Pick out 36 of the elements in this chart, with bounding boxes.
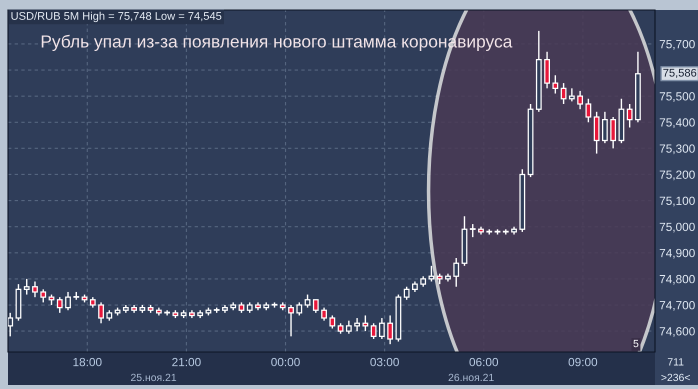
candlestick <box>24 278 30 296</box>
x-tick-label: 06:00 <box>469 358 498 366</box>
x-tick-label: 18:00 <box>73 358 102 366</box>
y-tick-label: 74,800 <box>660 274 695 285</box>
y-tick-label: 75,500 <box>660 92 695 102</box>
candlestick <box>453 257 460 288</box>
candlestick <box>577 90 584 110</box>
chart-title: USD/RUB 5M High = 75,748 Low = 74,545 <box>11 12 222 22</box>
candlestick <box>594 111 600 154</box>
x-tick-label: 09:00 <box>568 358 598 366</box>
y-tick-label: 75,400 <box>660 118 695 128</box>
x-tick-label: 03:00 <box>370 358 399 366</box>
y-tick-label: 75,300 <box>660 144 695 154</box>
text: 25.ноя.21 <box>131 374 176 382</box>
x-tick-label: 21:00 <box>172 358 201 366</box>
annotation: 5 <box>633 340 638 348</box>
candlestick <box>354 317 360 332</box>
candlestick <box>387 314 394 345</box>
y-tick-label: 74,900 <box>660 248 695 259</box>
text: >236< <box>661 374 690 382</box>
candlestick <box>626 103 633 128</box>
x-tick-label: 00:00 <box>271 358 300 366</box>
candlestick <box>560 82 566 105</box>
y-tick-label: 74,600 <box>660 327 695 337</box>
annotation: 75,586 <box>663 68 696 78</box>
text: 711 <box>668 358 684 366</box>
y-tick-label: 75,000 <box>660 222 695 232</box>
candlestick <box>362 314 368 332</box>
candlestick <box>552 74 558 94</box>
y-tick-label: 75,200 <box>660 170 695 180</box>
y-tick-label: 75,100 <box>660 196 695 206</box>
text: 26.ноя.21 <box>448 374 494 382</box>
candlestick <box>585 98 592 123</box>
candlestick <box>544 51 550 90</box>
y-tick-label: 75,700 <box>660 40 695 50</box>
y-tick-label: 74,700 <box>660 301 695 311</box>
